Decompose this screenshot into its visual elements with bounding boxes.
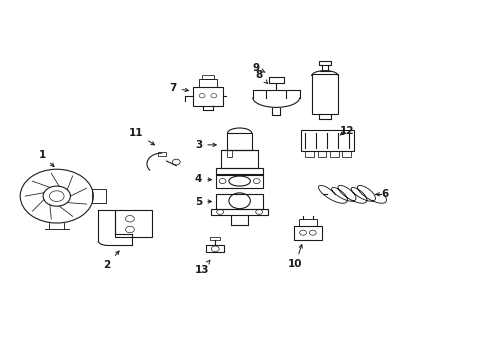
Text: 5: 5 [195, 197, 211, 207]
Bar [300, 130, 353, 151]
Bar [341, 151, 350, 157]
Bar [199, 79, 216, 87]
Text: 1: 1 [39, 150, 54, 167]
Bar [227, 134, 251, 149]
Text: 8: 8 [255, 70, 267, 84]
Bar [221, 149, 258, 168]
Text: 9: 9 [252, 63, 264, 73]
Bar [92, 189, 106, 203]
Text: 10: 10 [287, 245, 302, 269]
Bar [227, 150, 232, 157]
Text: 4: 4 [195, 174, 211, 184]
Bar [299, 219, 316, 226]
Bar [268, 77, 283, 83]
Bar [115, 211, 152, 237]
Bar [202, 75, 213, 79]
Text: 12: 12 [339, 126, 353, 135]
Bar [158, 152, 165, 156]
Bar [294, 226, 321, 240]
Bar [216, 194, 263, 209]
Text: 2: 2 [103, 251, 119, 270]
Text: 7: 7 [169, 83, 188, 93]
Bar [319, 61, 330, 65]
Bar [305, 151, 314, 157]
Bar [193, 87, 222, 106]
Bar [216, 168, 263, 175]
Text: 3: 3 [195, 140, 216, 150]
Bar [317, 151, 326, 157]
Bar [206, 244, 224, 252]
Text: 6: 6 [375, 189, 388, 199]
Bar [216, 174, 263, 188]
Text: 11: 11 [129, 128, 154, 145]
Text: 13: 13 [194, 260, 209, 275]
Bar [211, 209, 267, 215]
Bar [210, 237, 220, 240]
Bar [311, 74, 338, 114]
Bar [329, 151, 338, 157]
